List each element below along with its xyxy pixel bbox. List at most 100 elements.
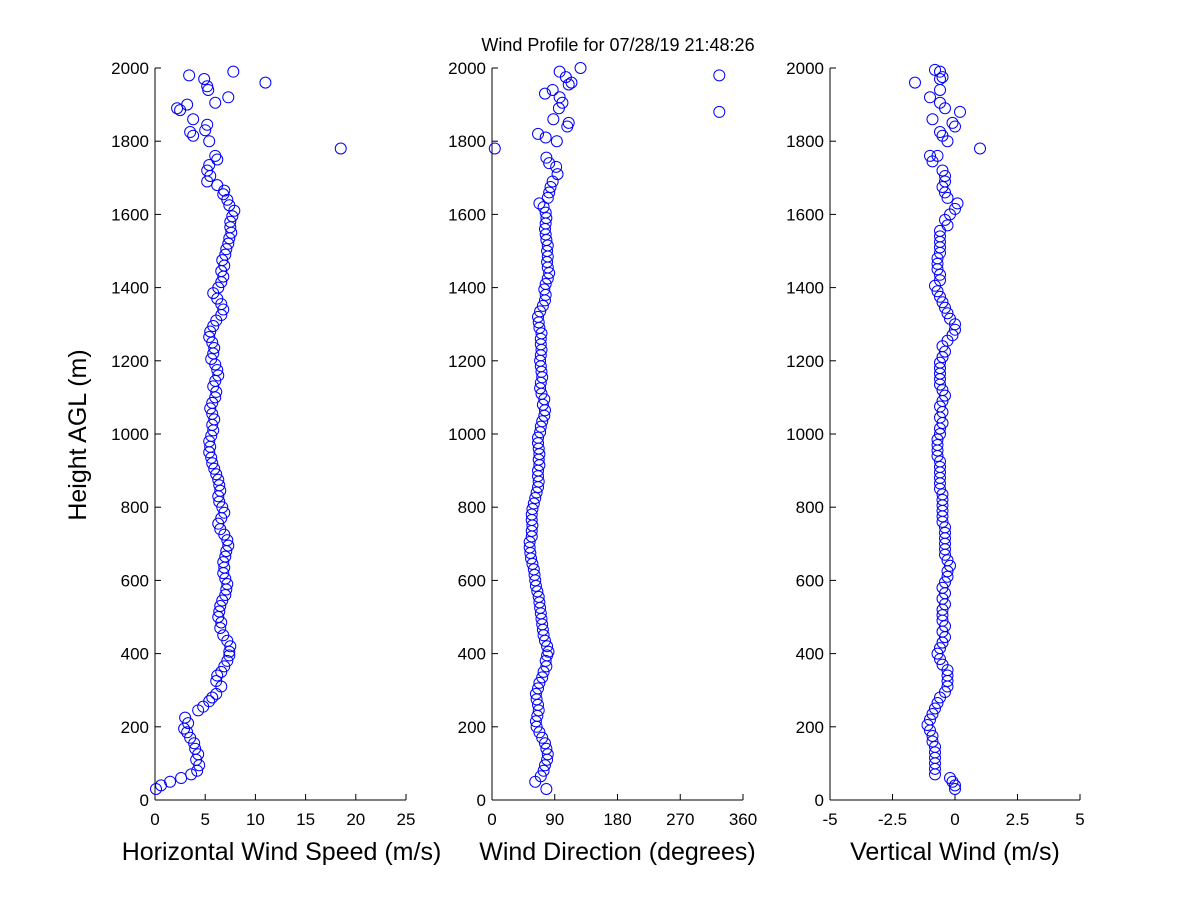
data-point	[936, 581, 949, 594]
data-point	[713, 69, 726, 82]
data-point	[201, 118, 214, 131]
data-point	[218, 660, 231, 673]
data-point	[941, 219, 954, 232]
data-point	[541, 191, 554, 204]
x-axis-label: Horizontal Wind Speed (m/s)	[122, 838, 442, 866]
data-point	[939, 169, 951, 182]
data-point	[181, 98, 194, 111]
data-point	[926, 113, 939, 126]
data-point	[216, 501, 229, 514]
data-point	[934, 65, 946, 78]
data-point	[929, 740, 941, 753]
data-point	[941, 554, 954, 567]
data-point	[192, 748, 205, 761]
data-point	[529, 492, 542, 505]
data-point	[941, 191, 954, 204]
data-point	[539, 654, 552, 667]
data-point	[936, 658, 949, 671]
data-point	[539, 277, 552, 290]
data-point	[934, 460, 946, 473]
data-point	[538, 393, 551, 406]
data-point	[926, 735, 939, 748]
data-point	[224, 640, 237, 653]
panel-1: 0 200 400 600 800 1000 1200 1400 1600 1800 2000 0 5 1…	[111, 59, 441, 866]
data-point	[206, 691, 219, 704]
data-point	[536, 671, 549, 684]
data-point	[934, 290, 946, 303]
data-points	[909, 63, 986, 796]
data-point	[203, 435, 216, 448]
data-point	[208, 341, 221, 354]
data-point	[550, 160, 563, 173]
data-point	[540, 151, 553, 164]
data-point	[532, 127, 545, 140]
y-tick-label: 1200	[448, 352, 486, 371]
data-point	[206, 457, 219, 470]
data-point	[939, 175, 951, 188]
data-point	[944, 772, 956, 785]
data-point	[226, 210, 239, 223]
y-tick-label: 1400	[448, 279, 486, 298]
x-tick-label: 5	[200, 810, 209, 829]
data-point	[934, 230, 946, 243]
x-tick-label: 0	[150, 810, 159, 829]
data-point	[936, 296, 949, 309]
panel-2: 0 200 400 600 800 1000 1200 1400 1600 1800 2000 0 90…	[448, 59, 757, 866]
data-point	[540, 742, 553, 755]
data-point	[949, 120, 961, 133]
data-point	[929, 746, 941, 759]
data-point	[206, 396, 219, 409]
y-tick-label: 1200	[111, 352, 149, 371]
data-point	[929, 63, 941, 76]
y-tick-label: 1400	[786, 279, 824, 298]
data-point	[931, 438, 944, 451]
x-tick-label: 15	[296, 810, 315, 829]
data-point	[181, 726, 194, 739]
data-point	[553, 91, 566, 104]
data-point	[537, 764, 550, 777]
x-tick-label: 360	[729, 810, 757, 829]
data-point	[949, 783, 961, 796]
data-point	[184, 126, 197, 139]
data-point	[936, 493, 949, 506]
x-tick-label: 90	[545, 810, 564, 829]
data-point	[533, 197, 546, 210]
data-point	[542, 645, 555, 658]
data-point	[931, 252, 944, 265]
x-tick-label: 0	[487, 810, 496, 829]
data-point	[213, 479, 226, 492]
data-point	[936, 129, 949, 142]
data-point	[207, 380, 220, 393]
data-point	[529, 687, 542, 700]
y-tick-label: 0	[140, 791, 149, 810]
data-point	[201, 80, 214, 93]
data-point	[934, 268, 946, 281]
data-point	[536, 415, 549, 428]
data-point	[553, 65, 566, 78]
data-point	[951, 197, 964, 210]
data-point	[164, 775, 177, 788]
data-point	[219, 550, 232, 563]
data-point	[934, 126, 946, 139]
data-point	[939, 345, 951, 358]
data-point	[526, 503, 539, 516]
data-point	[546, 83, 559, 96]
data-point	[532, 682, 545, 695]
data-point	[931, 697, 944, 710]
data-point	[218, 506, 231, 519]
y-tick-label: 600	[796, 571, 824, 590]
data-point	[527, 497, 540, 510]
data-point	[946, 329, 959, 342]
data-point	[931, 257, 944, 270]
data-point	[954, 105, 966, 118]
data-point	[941, 669, 954, 682]
y-tick-label: 1600	[448, 205, 486, 224]
data-point	[211, 363, 224, 376]
data-points	[488, 62, 726, 796]
data-point	[538, 87, 551, 100]
data-point	[941, 307, 954, 320]
data-point	[936, 384, 949, 397]
data-point	[221, 654, 234, 667]
y-tick-label: 1800	[448, 132, 486, 151]
